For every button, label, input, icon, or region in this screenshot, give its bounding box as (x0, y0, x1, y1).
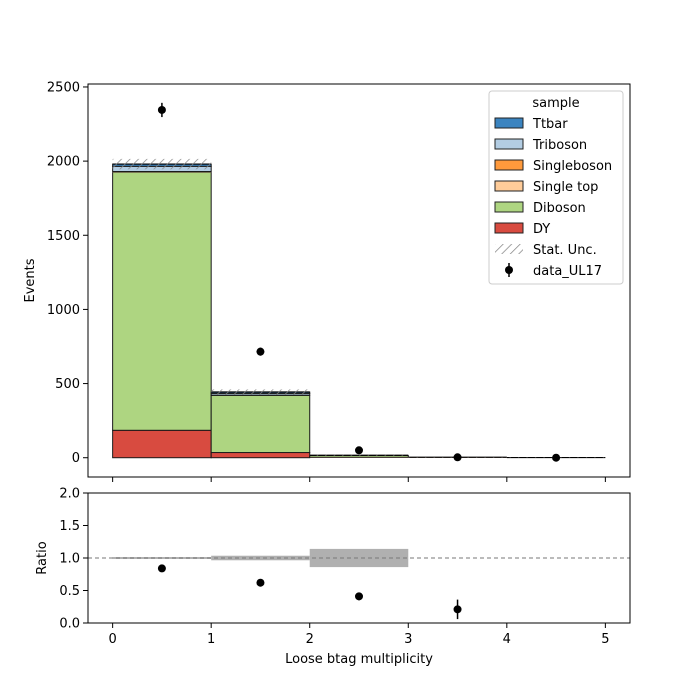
main-ytick-label-3: 1500 (47, 229, 80, 244)
legend-swatch-singleboson (494, 159, 524, 171)
stat-unc-bin-0 (112, 158, 212, 170)
ratio-ytick-label-3: 1.5 (59, 519, 80, 534)
main-frame (87, 83, 631, 478)
ratio-y-ticks: 0.0 0.5 1.0 1.5 2.0 (59, 487, 88, 632)
ratio-xtick-label-0: 0 (108, 632, 116, 647)
ratio-xtick-label-2: 2 (306, 632, 314, 647)
data-point-1 (256, 347, 265, 356)
ratio-ytick-label-2: 1.0 (59, 552, 80, 567)
legend-label-ttbar: Ttbar (532, 117, 568, 132)
legend-marker-data (505, 266, 513, 274)
data-points (157, 102, 561, 462)
x-axis-label: Loose btag multiplicity (285, 652, 433, 667)
ratio-xtick-label-4: 4 (503, 632, 511, 647)
main-y-axis-label: Events (23, 258, 38, 302)
legend-label-triboson: Triboson (532, 138, 587, 153)
legend-label-data: data_UL17 (533, 264, 602, 279)
legend-title: sample (532, 96, 579, 111)
bar-diboson-bin-1 (210, 394, 311, 454)
ratio-point-1 (256, 578, 265, 587)
main-ytick-label-5: 2500 (47, 80, 80, 95)
ratio-point-2 (355, 592, 363, 601)
data-point-4 (552, 453, 561, 462)
legend-label-single-top: Single top (533, 180, 598, 195)
legend-swatch-single-top (494, 180, 524, 192)
main-ytick-label-4: 2000 (47, 155, 80, 170)
ratio-point-3 (453, 605, 462, 614)
ratio-xtick-label-5: 5 (601, 632, 609, 647)
ratio-ytick-label-0: 0.0 (59, 617, 80, 632)
ratio-xtick-label-1: 1 (207, 632, 215, 647)
ratio-ytick-label-4: 2.0 (59, 487, 80, 502)
stat-unc-bin-1 (211, 389, 310, 395)
legend-swatch-dy (494, 222, 524, 234)
data-point-3 (453, 453, 462, 462)
legend-swatch-stat-unc (495, 244, 523, 254)
ratio-xtick-label-3: 3 (404, 632, 412, 647)
main-y-ticks: 0 500 1000 1500 2000 2500 (47, 80, 88, 466)
legend-swatch-ttbar (494, 117, 524, 129)
bar-diboson-bin-0 (112, 171, 212, 431)
ratio-y-axis-label: Ratio (35, 541, 50, 574)
ratio-x-ticks: 0 1 2 3 4 5 (108, 623, 610, 647)
stat-unc-bin-2 (309, 454, 409, 456)
legend: sample Ttbar Triboson Singleboson Single… (488, 90, 624, 285)
ratio-band-bin-2 (309, 548, 409, 568)
bar-dy-bin-0 (112, 429, 212, 459)
data-point-0 (157, 105, 166, 114)
main-x-ticks (112, 477, 606, 482)
bar-dy-bin-1 (210, 452, 311, 459)
ratio-panel: 0.0 0.5 1.0 1.5 2.0 0 1 2 3 4 5 Ratio Loose btag … (35, 487, 631, 667)
main-ytick-label-1: 500 (55, 377, 80, 392)
legend-label-singleboson: Singleboson (533, 159, 612, 174)
ratio-point-0 (157, 564, 166, 573)
ratio-points (157, 564, 462, 620)
legend-label-stat-unc: Stat. Unc. (533, 243, 597, 258)
legend-swatch-triboson (494, 138, 524, 150)
ratio-band-bin-1 (211, 555, 310, 561)
main-ytick-label-2: 1000 (47, 303, 80, 318)
data-point-2 (355, 446, 363, 455)
legend-label-diboson: Diboson (533, 201, 586, 216)
main-panel: 0 500 1000 1500 2000 2500 Events sample Ttbar… (23, 80, 631, 482)
legend-swatch-diboson (494, 201, 524, 213)
main-ytick-label-0: 0 (72, 451, 80, 466)
legend-label-dy: DY (533, 222, 550, 237)
ratio-ytick-label-1: 0.5 (59, 584, 80, 599)
